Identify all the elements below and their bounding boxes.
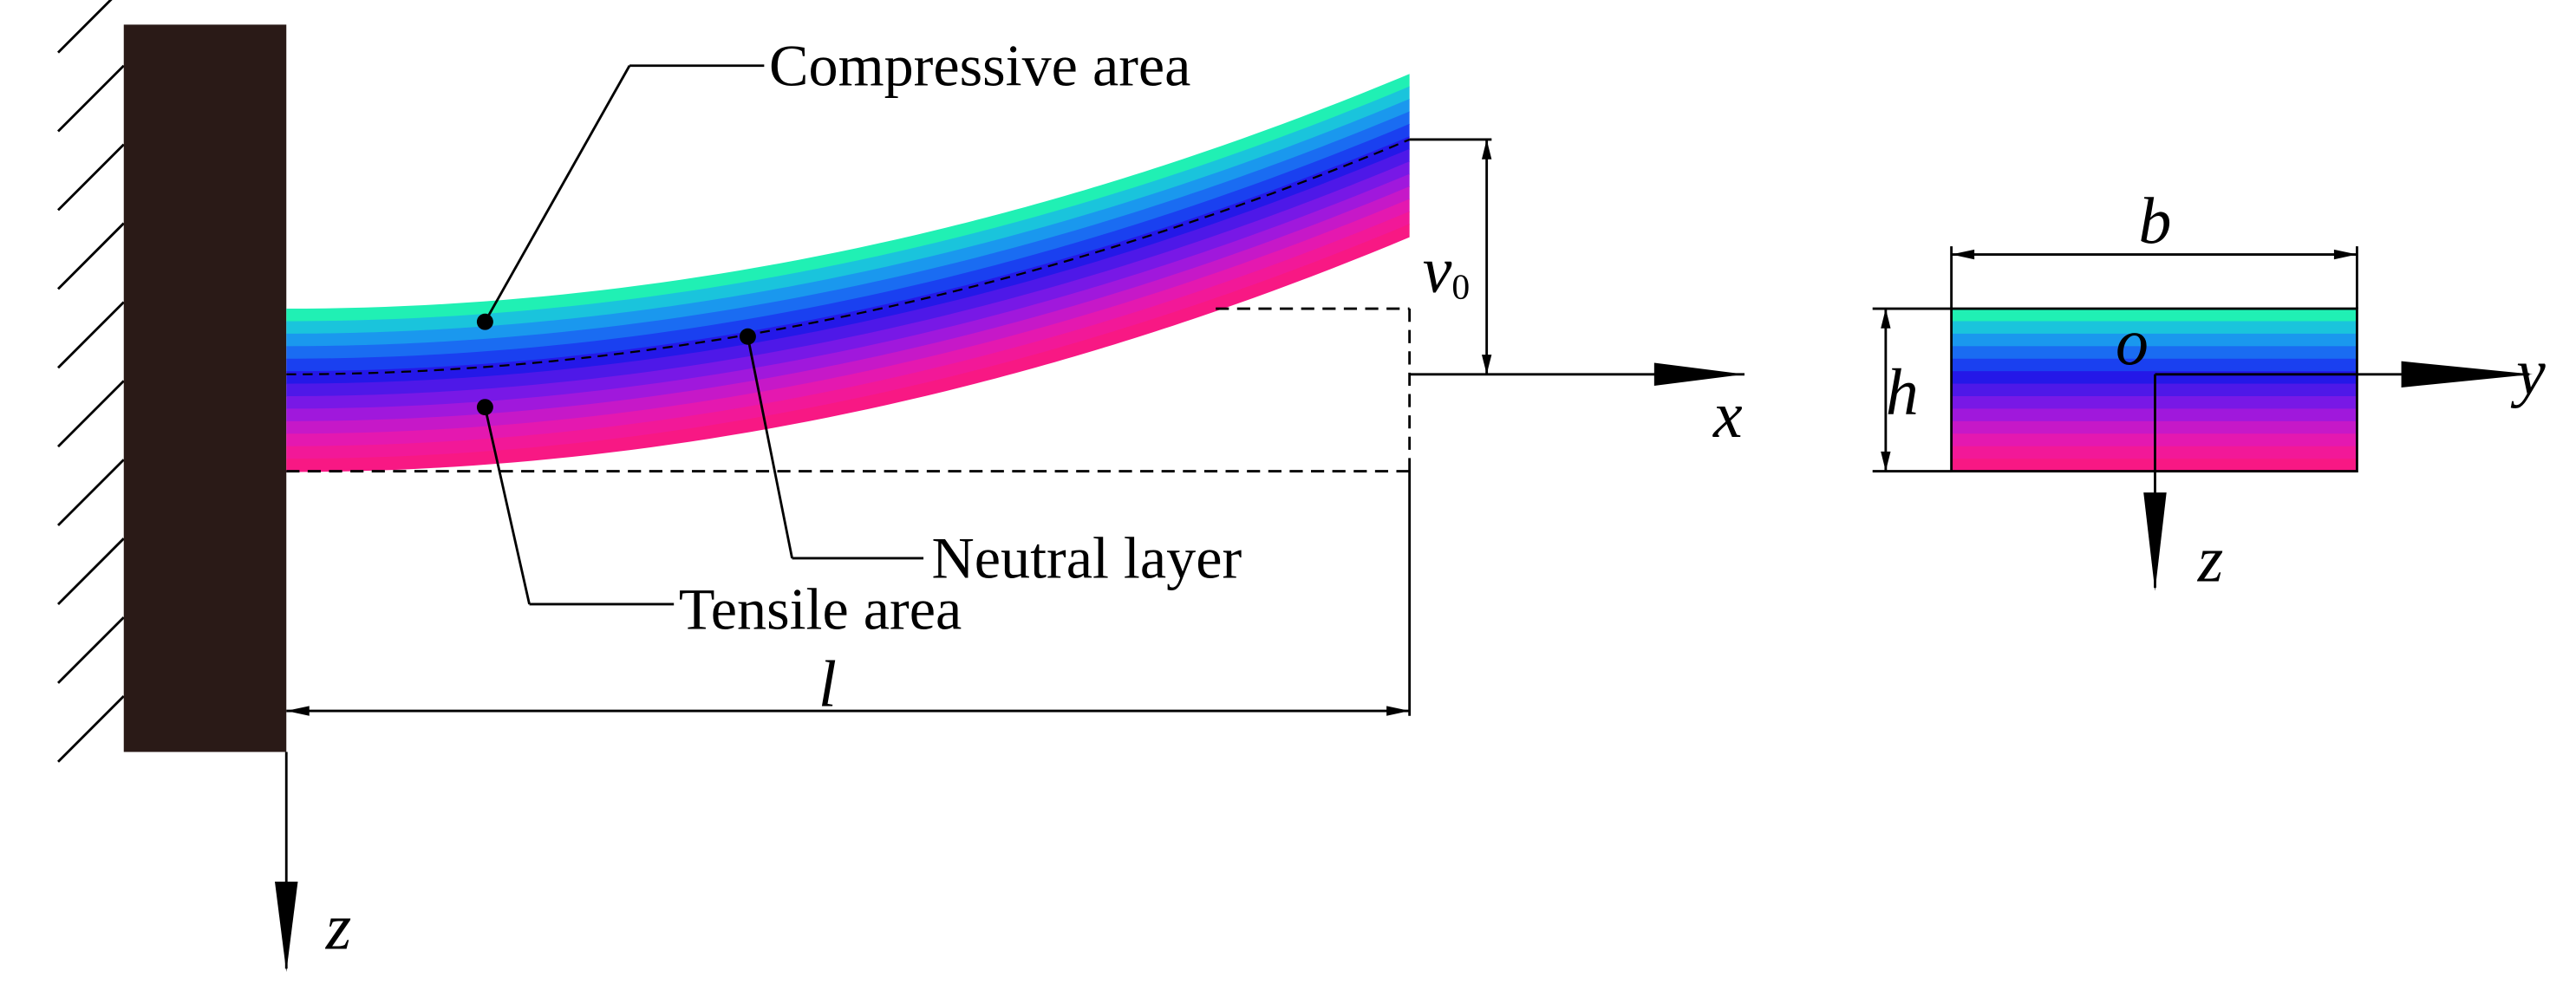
deflection-subscript: 0 <box>1451 268 1470 308</box>
hatch-line <box>56 64 125 133</box>
section-band <box>1951 333 2358 348</box>
leader-dot <box>739 328 756 345</box>
height-label: h <box>1886 355 1919 428</box>
section-z-label: z <box>2197 523 2223 596</box>
wall <box>123 24 287 752</box>
dim-arrow <box>2333 249 2358 260</box>
leader <box>484 407 531 605</box>
neutral-line <box>286 138 1411 375</box>
hatch-line <box>56 301 125 369</box>
dim-arrow <box>1881 451 1891 472</box>
neutral-label: Neutral layer <box>932 525 1242 591</box>
hatch-line <box>56 537 125 605</box>
hatch-line <box>56 143 125 212</box>
hatch-line <box>56 0 113 54</box>
axis-arrow <box>2143 492 2167 591</box>
dim-arrow <box>1481 139 1492 160</box>
dim-arrow <box>1951 249 1975 260</box>
deflection-label: v0 <box>1423 234 1470 308</box>
hatch-line <box>56 222 125 290</box>
section-band <box>1951 346 2358 360</box>
tensile-label: Tensile area <box>679 576 962 642</box>
axis-arrow <box>274 882 298 973</box>
section-band <box>1951 358 2358 373</box>
hatch-line <box>56 616 125 684</box>
axis-arrow <box>1653 362 1745 387</box>
length-label: l <box>818 648 837 720</box>
hatch-line <box>56 459 125 527</box>
shapes <box>56 0 2534 973</box>
dim-arrow <box>1481 355 1492 375</box>
origin-label: o <box>2116 306 2149 379</box>
x-axis-label: x <box>1712 379 1743 452</box>
width-label: b <box>2139 185 2172 257</box>
hatch-line <box>56 380 125 448</box>
dim-arrow <box>286 706 310 716</box>
leader <box>484 65 631 322</box>
deflection-symbol: v <box>1423 234 1452 307</box>
dim-arrow <box>1386 706 1410 716</box>
z-axis-label: z <box>325 891 351 964</box>
section-band <box>1951 321 2358 335</box>
section-band <box>1951 309 2358 322</box>
axis-arrow <box>2401 361 2534 388</box>
leader <box>747 335 793 559</box>
hatch-line <box>56 694 125 763</box>
compressive-label: Compressive area <box>769 32 1190 98</box>
section-y-label: y <box>2510 336 2546 409</box>
dim-arrow <box>1881 309 1891 329</box>
